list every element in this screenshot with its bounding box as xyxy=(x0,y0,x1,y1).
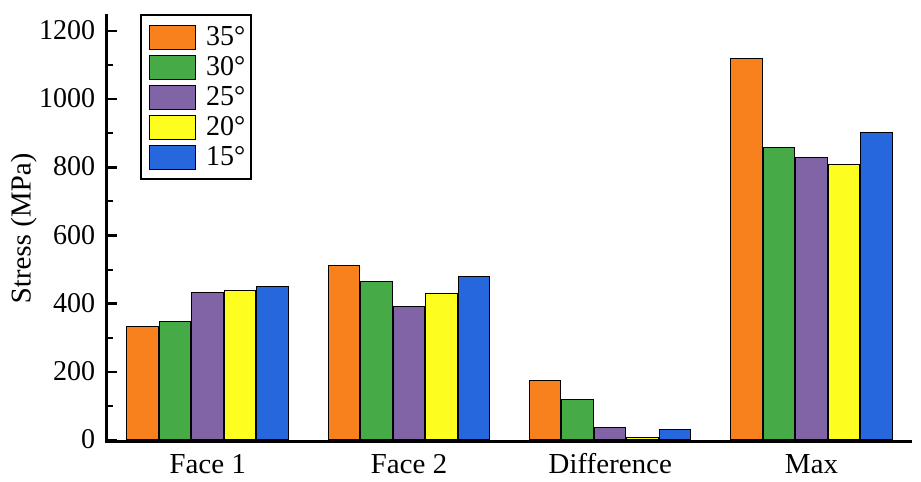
bar-30deg-3 xyxy=(762,146,796,440)
bar-15deg-0 xyxy=(256,286,289,440)
y-minor-tick xyxy=(107,404,113,407)
y-minor-tick xyxy=(107,268,113,271)
legend-label: 30° xyxy=(206,51,246,82)
bar-15deg-2 xyxy=(658,428,692,440)
bar-20deg-3 xyxy=(827,163,861,440)
legend-item: 35° xyxy=(149,23,245,51)
y-minor-tick xyxy=(107,64,113,67)
legend-swatch xyxy=(149,84,196,110)
legend-swatch xyxy=(149,24,196,50)
y-tick-label: 1000 xyxy=(39,83,95,115)
bar-35deg-1 xyxy=(327,264,361,440)
bar-25deg-0 xyxy=(191,292,224,440)
legend-item: 20° xyxy=(149,113,245,141)
bar-20deg-1 xyxy=(425,293,458,440)
y-minor-tick xyxy=(107,132,113,135)
legend-swatch xyxy=(149,54,196,80)
y-tick-label: 200 xyxy=(53,355,95,387)
bar-20deg-0 xyxy=(223,290,257,440)
bar-35deg-2 xyxy=(528,380,562,440)
bar-30deg-1 xyxy=(360,280,393,440)
y-tick-label: 0 xyxy=(81,424,95,455)
y-tick-label: 800 xyxy=(53,151,95,183)
y-major-tick xyxy=(107,234,117,237)
bar-25deg-1 xyxy=(392,305,426,440)
legend-item: 25° xyxy=(149,83,245,111)
bar-25deg-3 xyxy=(795,157,828,440)
bar-35deg-0 xyxy=(126,325,159,440)
y-major-tick xyxy=(107,438,117,442)
x-category-label: Max xyxy=(784,448,838,480)
legend-item: 30° xyxy=(149,53,245,81)
bar-15deg-1 xyxy=(457,275,491,440)
y-major-tick xyxy=(107,97,117,101)
bar-15deg-3 xyxy=(860,132,893,440)
y-minor-tick xyxy=(107,200,113,203)
x-category-label: Difference xyxy=(548,448,672,480)
y-tick-label: 600 xyxy=(53,219,95,251)
y-major-tick xyxy=(107,302,117,305)
x-axis-line xyxy=(105,440,912,443)
x-category-label: Face 2 xyxy=(370,448,448,480)
legend-item: 15° xyxy=(149,143,245,171)
y-major-tick xyxy=(107,370,117,374)
bar-30deg-0 xyxy=(158,321,192,440)
y-axis-line xyxy=(105,14,108,443)
x-category-label: Face 1 xyxy=(169,448,246,480)
bar-35deg-3 xyxy=(730,57,763,440)
y-major-tick xyxy=(107,29,117,33)
y-major-tick xyxy=(107,166,117,169)
legend-label: 20° xyxy=(206,111,246,142)
bar-25deg-2 xyxy=(593,426,627,440)
y-minor-tick xyxy=(107,336,113,339)
legend-swatch xyxy=(149,144,196,170)
bar-30deg-2 xyxy=(561,399,594,440)
bar-20deg-2 xyxy=(626,437,659,440)
legend-label: 15° xyxy=(206,141,246,172)
y-tick-label: 400 xyxy=(53,287,95,319)
y-tick-label: 1200 xyxy=(39,15,95,47)
legend-label: 35° xyxy=(206,21,246,52)
legend-swatch xyxy=(149,114,196,140)
legend: 35° 30° 25° 20° 15° xyxy=(140,14,253,180)
legend-label: 25° xyxy=(206,81,246,112)
